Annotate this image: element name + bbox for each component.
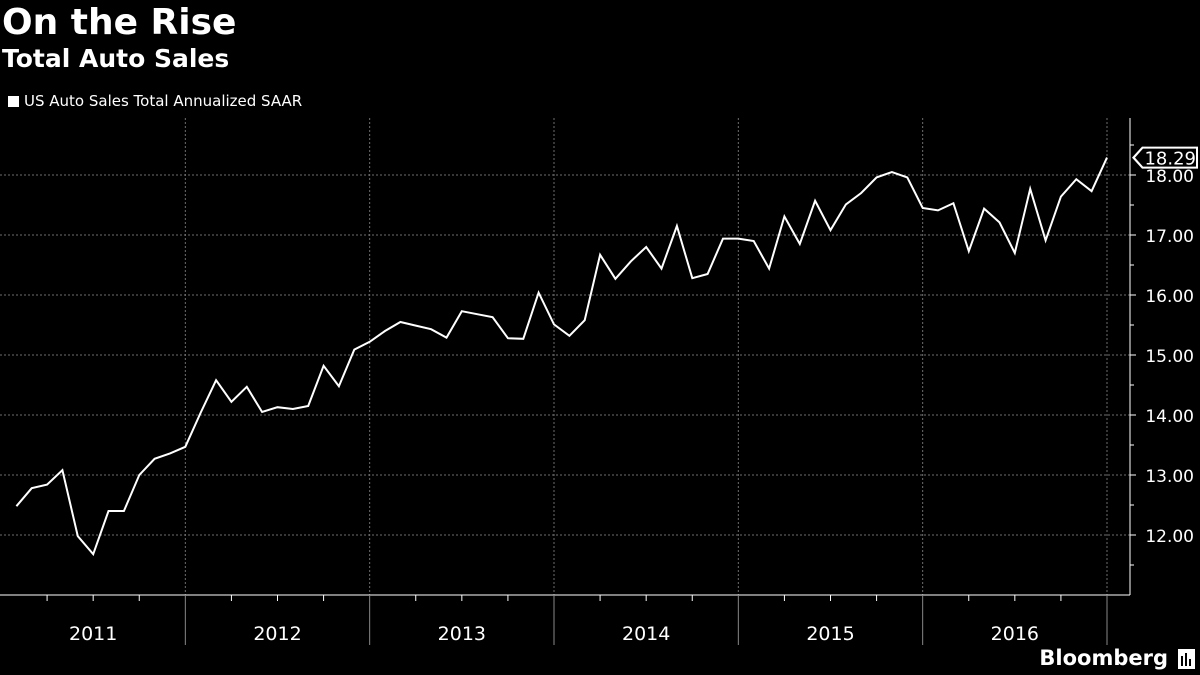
y-tick-label: 16.00 — [1145, 287, 1194, 307]
legend-swatch — [8, 95, 19, 107]
y-tick-label: 18.00 — [1145, 167, 1194, 187]
chart-title: On the Rise — [2, 2, 237, 43]
y-tick-label: 12.00 — [1145, 527, 1194, 547]
y-tick-label: 17.00 — [1145, 227, 1194, 247]
legend-label: US Auto Sales Total Annualized SAAR — [24, 92, 303, 110]
chart-subtitle: Total Auto Sales — [2, 44, 230, 73]
last-value-flag-inner — [1135, 148, 1196, 167]
x-tick-label: 2014 — [622, 623, 670, 645]
y-tick-label: 14.00 — [1145, 407, 1194, 427]
x-tick-label: 2016 — [991, 623, 1039, 645]
x-tick-label: 2015 — [806, 623, 854, 645]
bloomberg-logo: Bloomberg — [1039, 646, 1168, 670]
y-tick-label: 13.00 — [1145, 467, 1194, 487]
x-tick-label: 2013 — [438, 623, 486, 645]
y-tick-label: 15.00 — [1145, 347, 1194, 367]
x-tick-label: 2012 — [253, 623, 301, 645]
x-tick-label: 2011 — [69, 623, 117, 645]
series-line — [15, 157, 1108, 557]
legend: US Auto Sales Total Annualized SAAR — [8, 91, 302, 111]
last-value-label: 18.29 — [1144, 149, 1196, 170]
bloomberg-chart-icon — [1178, 649, 1195, 669]
